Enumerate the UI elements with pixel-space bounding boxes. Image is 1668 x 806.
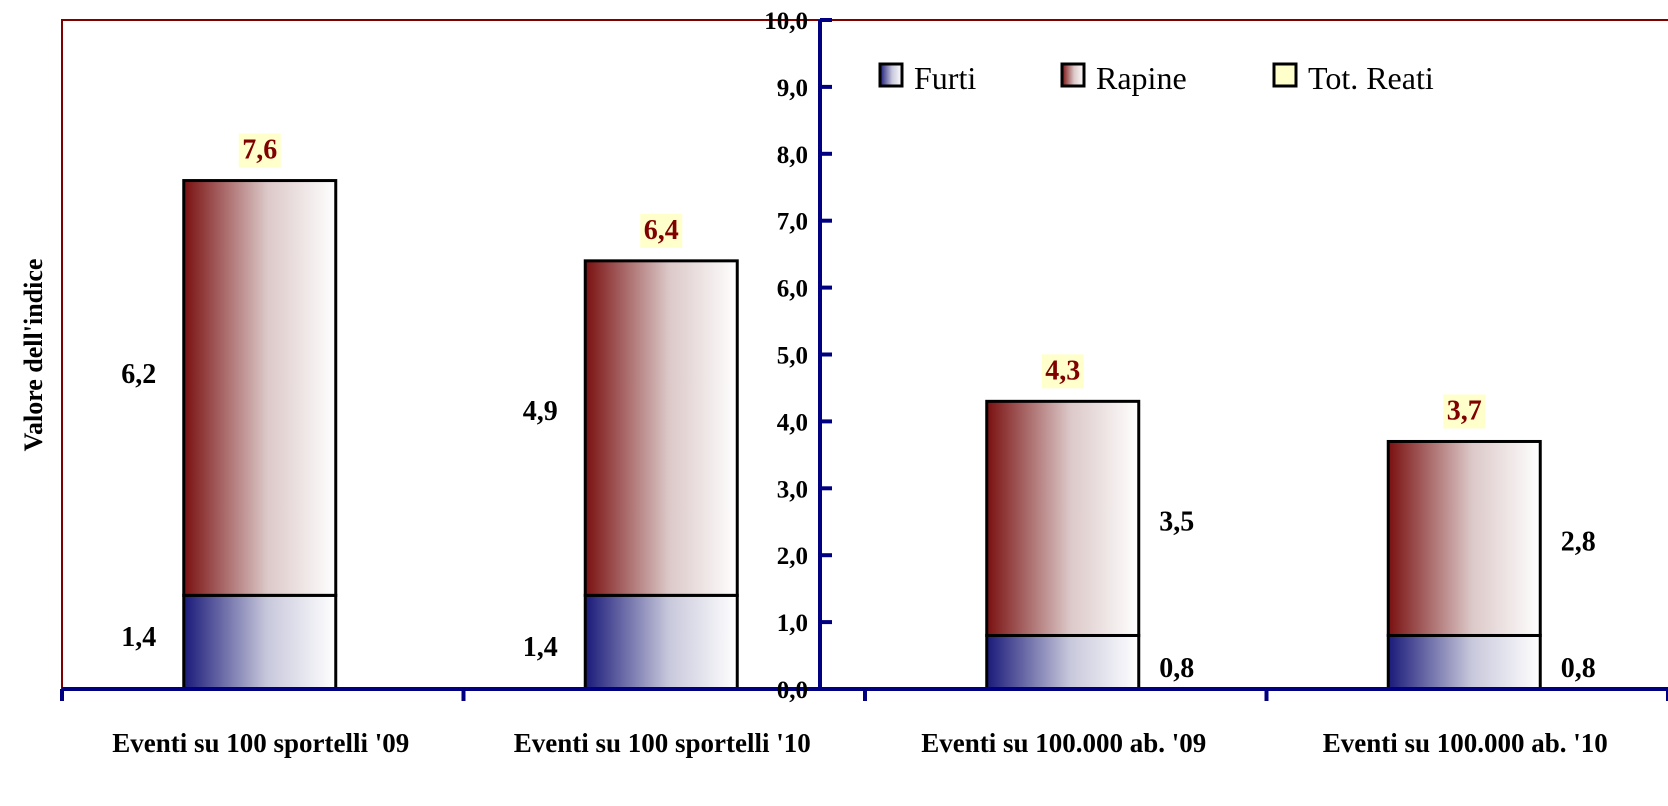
bar-furti bbox=[1386, 633, 1542, 691]
legend-label: Furti bbox=[914, 60, 976, 96]
furti-value-label: 1,4 bbox=[523, 632, 558, 663]
y-tick-label: 4,0 bbox=[777, 409, 808, 436]
bar-furti bbox=[985, 633, 1141, 691]
legend-swatch-tot-reati bbox=[1272, 62, 1298, 88]
bar-furti bbox=[182, 593, 338, 691]
legend-label: Rapine bbox=[1096, 60, 1187, 96]
y-tick-label: 0,0 bbox=[777, 677, 808, 704]
bar-rapine bbox=[182, 179, 338, 597]
bar-rapine bbox=[1386, 439, 1542, 637]
total-label: 4,3 bbox=[1045, 355, 1080, 386]
legend-label: Tot. Reati bbox=[1308, 60, 1434, 96]
y-tick-label: 5,0 bbox=[777, 343, 808, 370]
x-tick-label: Eventi su 100.000 ab. '10 bbox=[1323, 728, 1608, 758]
bar-furti bbox=[583, 593, 739, 691]
x-tick-label: Eventi su 100.000 ab. '09 bbox=[921, 728, 1206, 758]
furti-value-label: 1,4 bbox=[121, 622, 156, 653]
y-tick-label: 10,0 bbox=[764, 8, 808, 35]
total-label: 3,7 bbox=[1447, 395, 1482, 426]
y-tick-label: 2,0 bbox=[777, 543, 808, 570]
total-label-bg bbox=[1041, 354, 1084, 389]
x-tick-label: Eventi su 100 sportelli '09 bbox=[112, 728, 409, 758]
total-label: 6,4 bbox=[644, 215, 679, 246]
bar-rapine bbox=[583, 259, 739, 597]
y-tick-label: 8,0 bbox=[777, 142, 808, 169]
total-label: 7,6 bbox=[242, 135, 277, 166]
total-label-bg bbox=[640, 213, 683, 248]
bar-rapine bbox=[985, 399, 1141, 637]
legend-swatch-rapine bbox=[1060, 62, 1086, 88]
furti-value-label: 0,8 bbox=[1159, 653, 1194, 684]
total-label-bg bbox=[1443, 394, 1486, 429]
furti-value-label: 0,8 bbox=[1561, 653, 1596, 684]
y-tick-label: 1,0 bbox=[777, 610, 808, 637]
rapine-value-label: 6,2 bbox=[121, 359, 156, 390]
rapine-value-label: 4,9 bbox=[523, 396, 558, 427]
y-tick-label: 6,0 bbox=[777, 276, 808, 303]
legend-swatch-furti bbox=[878, 62, 904, 88]
y-tick-label: 3,0 bbox=[777, 476, 808, 503]
x-tick-label: Eventi su 100 sportelli '10 bbox=[514, 728, 811, 758]
plot-frame bbox=[61, 19, 1668, 689]
y-tick-label: 9,0 bbox=[777, 75, 808, 102]
rapine-value-label: 3,5 bbox=[1159, 506, 1194, 537]
total-label-bg bbox=[238, 133, 281, 168]
rapine-value-label: 2,8 bbox=[1561, 526, 1596, 557]
y-tick-label: 7,0 bbox=[777, 209, 808, 236]
